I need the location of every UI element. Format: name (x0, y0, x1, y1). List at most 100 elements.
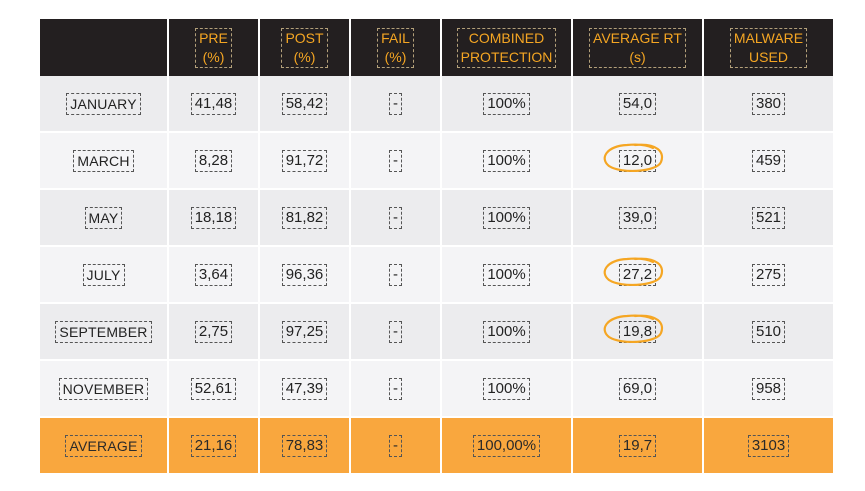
header-combined-protection: COMBINED PROTECTION (442, 19, 571, 76)
table-row: NOVEMBER 52,61 47,39 - 100% 69,0 958 (40, 361, 833, 418)
malware-value: 380 (751, 92, 786, 115)
malware-value: 3103 (747, 434, 790, 457)
average-rt-cell: 54,0 (573, 76, 702, 133)
combined-cell: 100% (442, 190, 571, 247)
pre-value: 52,61 (190, 377, 237, 400)
average-rt-value: 19,7 (618, 434, 657, 457)
highlight-circle: 19,8 (603, 314, 663, 343)
average-rt-value: 69,0 (618, 377, 657, 400)
header-pre: PRE (%) (169, 19, 258, 76)
post-cell: 78,83 (260, 418, 349, 475)
combined-value: 100% (483, 92, 530, 115)
pre-value: 3,64 (194, 263, 233, 286)
header-average-rt-label: AVERAGE RT (s) (589, 27, 686, 68)
pre-value: 41,48 (190, 92, 237, 115)
fail-cell: - (351, 304, 440, 361)
month-value: MARCH (73, 149, 134, 172)
post-cell: 91,72 (260, 133, 349, 190)
post-cell: 96,36 (260, 247, 349, 304)
malware-value: 510 (751, 320, 786, 343)
month-value: JANUARY (66, 92, 141, 115)
malware-value: 459 (751, 149, 786, 172)
pre-cell: 21,16 (169, 418, 258, 475)
post-value: 81,82 (281, 206, 328, 229)
table-row: SEPTEMBER 2,75 97,25 - 100% 19,8 510 (40, 304, 833, 361)
header-blank (40, 19, 167, 76)
pre-cell: 3,64 (169, 247, 258, 304)
fail-value: - (389, 377, 402, 400)
post-cell: 58,42 (260, 76, 349, 133)
malware-cell: 510 (704, 304, 833, 361)
header-average-rt: AVERAGE RT (s) (573, 19, 702, 76)
fail-cell: - (351, 418, 440, 475)
pre-value: 21,16 (190, 434, 237, 457)
pre-cell: 52,61 (169, 361, 258, 418)
fail-cell: - (351, 190, 440, 247)
combined-cell: 100,00% (442, 418, 571, 475)
fail-value: - (389, 149, 402, 172)
average-row: AVERAGE 21,16 78,83 - 100,00% 19,7 3103 (40, 418, 833, 475)
header-fail: FAIL (%) (351, 19, 440, 76)
header-fail-label: FAIL (%) (377, 27, 414, 68)
fail-value: - (389, 206, 402, 229)
combined-cell: 100% (442, 76, 571, 133)
combined-cell: 100% (442, 247, 571, 304)
average-rt-cell: 19,7 (573, 418, 702, 475)
combined-cell: 100% (442, 304, 571, 361)
pre-cell: 8,28 (169, 133, 258, 190)
header-combined-protection-label: COMBINED PROTECTION (456, 27, 557, 68)
pre-cell: 2,75 (169, 304, 258, 361)
month-value: AVERAGE (65, 434, 142, 457)
average-rt-value: 54,0 (618, 92, 657, 115)
post-value: 96,36 (281, 263, 328, 286)
post-value: 47,39 (281, 377, 328, 400)
malware-cell: 521 (704, 190, 833, 247)
malware-cell: 3103 (704, 418, 833, 475)
average-rt-cell: 12,0 (573, 133, 702, 190)
table-row: JANUARY 41,48 58,42 - 100% 54,0 380 (40, 76, 833, 133)
pre-cell: 18,18 (169, 190, 258, 247)
fail-cell: - (351, 133, 440, 190)
header-pre-label: PRE (%) (195, 27, 232, 68)
table-header: PRE (%) POST (%) FAIL (%) COMBINED PROTECTI… (40, 19, 833, 76)
combined-value: 100% (483, 263, 530, 286)
header-malware-used-label: MALWARE USED (729, 27, 808, 68)
month-value: SEPTEMBER (55, 320, 152, 343)
fail-cell: - (351, 361, 440, 418)
malware-value: 275 (751, 263, 786, 286)
average-rt-cell: 27,2 (573, 247, 702, 304)
malware-value: 958 (751, 377, 786, 400)
header-malware-used: MALWARE USED (704, 19, 833, 76)
header-post-label: POST (%) (281, 27, 328, 68)
combined-value: 100% (483, 149, 530, 172)
malware-cell: 459 (704, 133, 833, 190)
malware-value: 521 (751, 206, 786, 229)
post-cell: 81,82 (260, 190, 349, 247)
month-cell: SEPTEMBER (40, 304, 167, 361)
average-rt-value: 19,8 (618, 320, 657, 343)
table-row: MARCH 8,28 91,72 - 100% 12,0 459 (40, 133, 833, 190)
combined-value: 100,00% (472, 434, 541, 457)
pre-value: 18,18 (190, 206, 237, 229)
malware-cell: 275 (704, 247, 833, 304)
malware-cell: 380 (704, 76, 833, 133)
combined-value: 100% (483, 320, 530, 343)
header-row: PRE (%) POST (%) FAIL (%) COMBINED PROTECTI… (40, 19, 833, 76)
pre-value: 8,28 (194, 149, 233, 172)
month-value: MAY (84, 206, 123, 229)
average-rt-value: 27,2 (618, 263, 657, 286)
post-value: 58,42 (281, 92, 328, 115)
table-row: MAY 18,18 81,82 - 100% 39,0 521 (40, 190, 833, 247)
table-row: JULY 3,64 96,36 - 100% 27,2 275 (40, 247, 833, 304)
pre-value: 2,75 (194, 320, 233, 343)
post-value: 97,25 (281, 320, 328, 343)
post-cell: 47,39 (260, 361, 349, 418)
month-cell: AVERAGE (40, 418, 167, 475)
combined-value: 100% (483, 206, 530, 229)
combined-cell: 100% (442, 361, 571, 418)
month-value: JULY (82, 263, 125, 286)
fail-cell: - (351, 247, 440, 304)
results-table: PRE (%) POST (%) FAIL (%) COMBINED PROTECTI… (38, 19, 835, 475)
month-cell: JULY (40, 247, 167, 304)
post-cell: 97,25 (260, 304, 349, 361)
